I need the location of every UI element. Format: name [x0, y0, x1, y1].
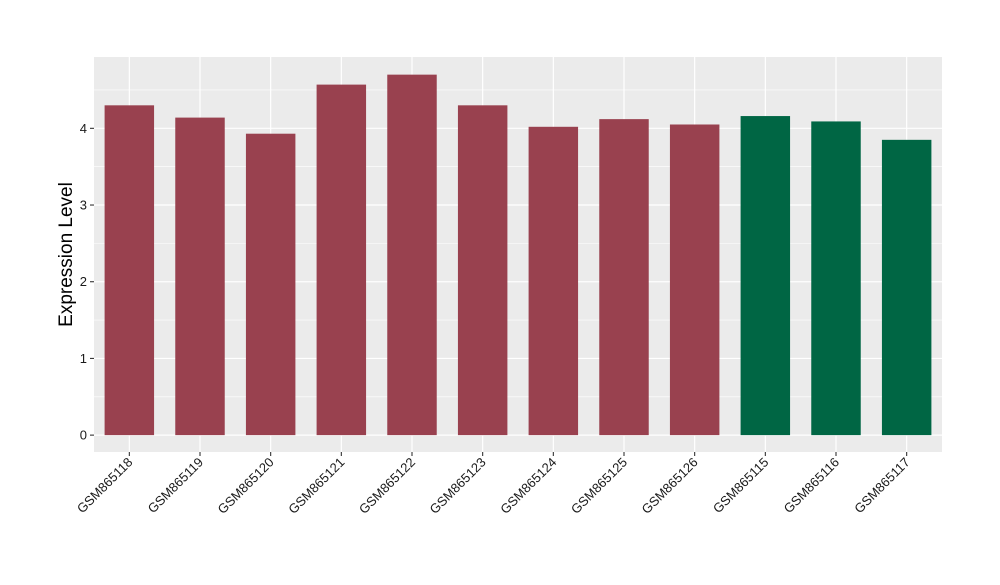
- y-tick-label: 2: [80, 274, 87, 289]
- x-tick-label: GSM865116: [781, 455, 843, 517]
- x-tick-label: GSM865122: [356, 455, 418, 517]
- x-axis: GSM865118 GSM865119 GSM865120 GSM865121 GSM8…: [74, 452, 913, 517]
- y-tick-label: 4: [80, 121, 87, 136]
- x-tick-label: GSM865117: [851, 455, 913, 517]
- x-tick-label: GSM865118: [74, 455, 136, 517]
- minor-gridlines: [94, 89, 942, 398]
- bar: [457, 105, 508, 436]
- x-tick-label: GSM865119: [145, 455, 207, 517]
- bar: [811, 121, 861, 436]
- bar: [104, 105, 155, 436]
- bar: [175, 117, 225, 436]
- x-tick-label: GSM865126: [639, 455, 701, 517]
- bar: [387, 74, 437, 436]
- bar: [245, 133, 296, 436]
- plot-panel: [94, 57, 942, 452]
- bar: [881, 139, 932, 436]
- y-axis: 0 1 2 3 4: [80, 121, 94, 443]
- y-tick-label: 0: [80, 428, 87, 443]
- y-tick-label: 3: [80, 198, 87, 213]
- x-tick-label: GSM865115: [710, 455, 772, 517]
- x-tick-label: GSM865125: [568, 455, 630, 517]
- y-axis-label: Expression Level: [56, 182, 77, 327]
- bars: [104, 74, 932, 436]
- x-tick-label: GSM865121: [285, 455, 347, 517]
- x-tick-label: GSM865123: [427, 455, 489, 517]
- bar: [669, 124, 720, 436]
- bar: [528, 126, 579, 436]
- y-tick-label: 1: [80, 351, 87, 366]
- bar: [740, 116, 791, 436]
- bar: [599, 119, 649, 436]
- x-tick-label: GSM865120: [215, 455, 277, 517]
- bar: [316, 84, 367, 436]
- x-tick-label: GSM865124: [497, 455, 559, 517]
